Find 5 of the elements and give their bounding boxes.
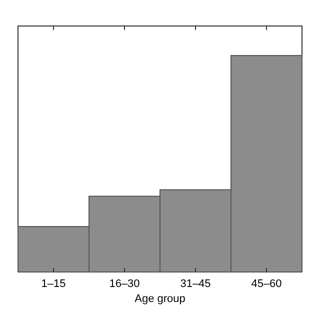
x-tick-label: 31–45 xyxy=(180,278,211,290)
x-tick-label: 1–15 xyxy=(41,278,66,290)
x-tick-label: 45–60 xyxy=(251,278,282,290)
x-axis-title: Age group xyxy=(134,293,186,305)
x-tick-label: 16–30 xyxy=(109,278,140,290)
